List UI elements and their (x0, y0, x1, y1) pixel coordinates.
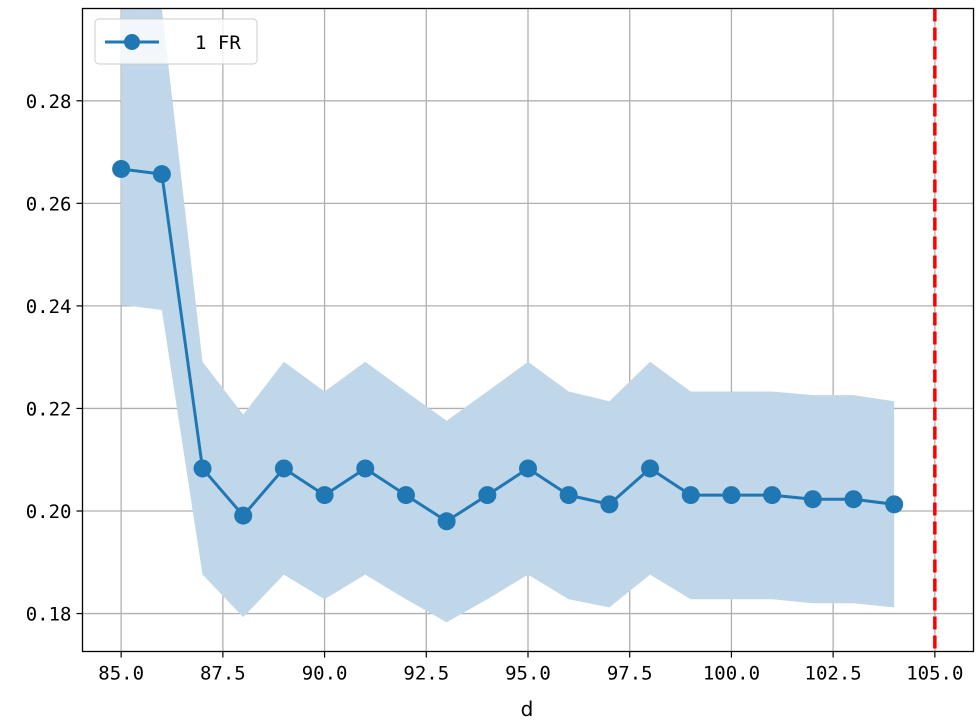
legend: 1 FR (94, 18, 258, 65)
plot-content (112, 8, 904, 623)
legend-box (94, 18, 258, 65)
x-tick-label: 87.5 (200, 663, 246, 685)
y-tick-label: 0.20 (26, 501, 72, 523)
data-point (559, 486, 578, 505)
data-point (437, 512, 456, 531)
x-axis: 85.0 87.5 90.0 92.5 95.0 97.5 100.0 102.5 105.0 (98, 651, 963, 685)
confidence-band (121, 8, 895, 623)
x-tick-label: 85.0 (98, 663, 144, 685)
data-point (315, 486, 334, 505)
data-point (600, 495, 619, 514)
data-point (763, 486, 782, 505)
data-point (112, 159, 131, 178)
data-point (478, 486, 497, 505)
data-point (803, 490, 822, 509)
x-tick-label: 92.5 (403, 663, 449, 685)
y-tick-label: 0.24 (26, 296, 72, 318)
data-point (681, 486, 700, 505)
y-tick-label: 0.18 (26, 604, 72, 626)
x-tick-label: 102.5 (805, 663, 862, 685)
x-tick-label: 90.0 (302, 663, 348, 685)
y-tick-label: 0.28 (26, 91, 72, 113)
data-point (641, 459, 660, 478)
data-point (722, 486, 741, 505)
x-tick-label: 95.0 (505, 663, 551, 685)
y-axis: 0.18 0.20 0.22 0.24 0.26 0.28 (26, 91, 83, 626)
plot-area (112, 8, 937, 652)
data-point (152, 165, 171, 184)
y-tick-label: 0.22 (26, 398, 72, 420)
y-tick-label: 0.26 (26, 193, 72, 215)
data-point (193, 459, 212, 478)
legend-label: 1 FR (195, 32, 241, 54)
x-tick-label: 100.0 (703, 663, 760, 685)
data-point (274, 459, 293, 478)
data-point (885, 495, 904, 514)
data-point (519, 459, 537, 478)
data-point (844, 490, 863, 509)
x-axis-label: d (521, 697, 534, 721)
x-tick-label: 97.5 (607, 663, 653, 685)
data-point (356, 459, 375, 478)
legend-marker (124, 34, 140, 50)
x-tick-label: 105.0 (906, 663, 963, 685)
data-point (396, 486, 415, 505)
data-point (234, 506, 253, 525)
